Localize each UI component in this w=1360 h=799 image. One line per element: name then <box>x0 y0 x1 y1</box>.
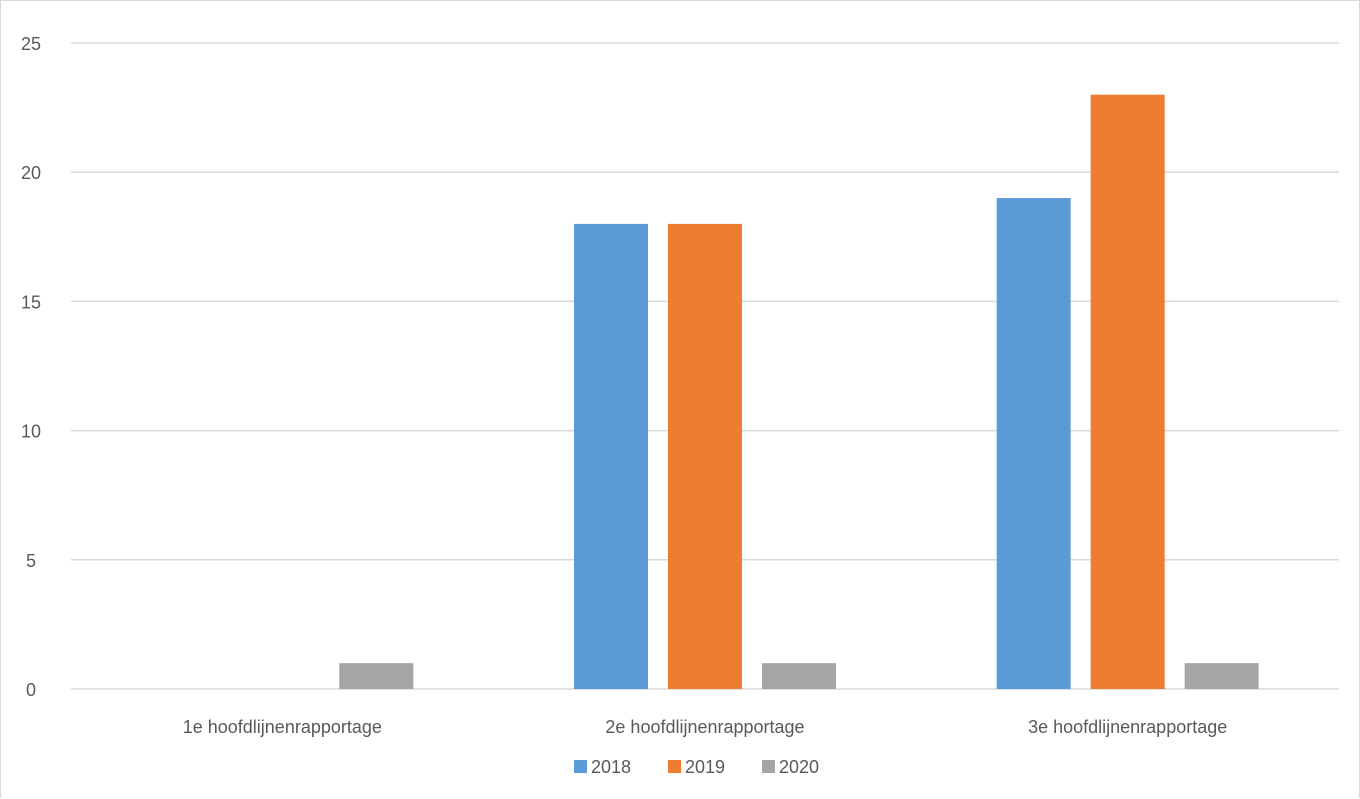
legend: 2018 2019 2020 <box>574 757 819 777</box>
y-tick-label: 20 <box>21 163 41 183</box>
bar-2018-cat2 <box>574 223 648 689</box>
legend-swatch-2020 <box>762 760 775 773</box>
y-tick-label: 5 <box>26 551 36 571</box>
bars <box>339 94 1259 690</box>
x-category-label: 3e hoofdlijnenrapportage <box>1028 717 1227 737</box>
legend-label-2020: 2020 <box>779 757 819 777</box>
y-tick-label: 0 <box>26 680 36 700</box>
bar-2020-cat3 <box>1184 663 1259 689</box>
bar-2020-cat1 <box>339 663 414 689</box>
legend-label-2018: 2018 <box>591 757 631 777</box>
x-category-label: 1e hoofdlijnenrapportage <box>183 717 382 737</box>
bar-2020-cat2 <box>762 663 836 689</box>
x-axis-categories: 1e hoofdlijnenrapportage 2e hoofdlijnenra… <box>183 717 1228 737</box>
y-tick-label: 10 <box>21 422 41 442</box>
bar-2019-cat2 <box>668 223 742 689</box>
y-tick-label: 25 <box>21 34 41 54</box>
x-category-label: 2e hoofdlijnenrapportage <box>605 717 804 737</box>
legend-swatch-2018 <box>574 760 587 773</box>
legend-swatch-2019 <box>668 760 681 773</box>
legend-label-2019: 2019 <box>685 757 725 777</box>
y-tick-label: 15 <box>21 292 41 312</box>
bar-2018-cat3 <box>996 198 1071 690</box>
bar-2019-cat3 <box>1090 94 1165 690</box>
y-axis-ticks: 0 5 10 15 20 25 <box>21 34 41 700</box>
